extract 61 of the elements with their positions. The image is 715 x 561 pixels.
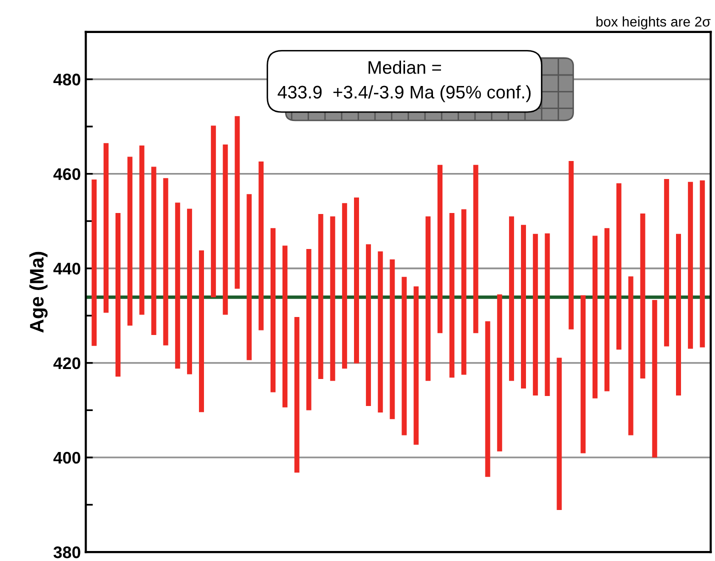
bar	[449, 213, 454, 378]
bar	[532, 234, 538, 396]
text: box heights are 2σ	[596, 16, 711, 30]
bar	[210, 126, 216, 298]
y-tick-label: 440	[53, 262, 80, 275]
bar	[437, 164, 442, 334]
bar	[330, 216, 336, 381]
bar	[234, 116, 240, 289]
bar	[580, 295, 586, 454]
bar	[520, 224, 526, 388]
bar	[222, 144, 228, 315]
bar	[390, 259, 395, 420]
bar	[354, 197, 360, 364]
bar	[604, 228, 610, 392]
bar	[139, 145, 144, 315]
y-tick-label: 480	[53, 74, 80, 86]
bar	[270, 228, 276, 392]
bar	[568, 161, 574, 330]
bar	[640, 214, 646, 379]
bar	[616, 183, 622, 350]
y-tick-label: 460	[53, 168, 80, 180]
bar	[294, 317, 300, 473]
bar	[282, 246, 288, 408]
bar	[378, 251, 383, 413]
bar	[318, 214, 324, 379]
bar	[509, 216, 514, 381]
bar	[402, 276, 407, 436]
bar	[187, 208, 192, 374]
bar	[163, 178, 168, 346]
bar	[485, 321, 490, 477]
bar	[473, 164, 478, 334]
bar	[628, 276, 634, 436]
bar	[366, 244, 371, 406]
bar	[258, 162, 264, 330]
y-axis-title: Age (Ma)	[29, 252, 48, 333]
bar	[115, 213, 121, 377]
bar	[556, 358, 562, 510]
bar	[544, 233, 550, 396]
bar	[92, 179, 97, 346]
y-tick-label: 420	[53, 357, 80, 370]
bar	[104, 143, 109, 313]
y-tick-label: 400	[53, 452, 80, 464]
bar	[198, 250, 204, 412]
bar	[175, 202, 180, 369]
bar	[652, 300, 658, 458]
bar	[497, 294, 502, 452]
bar	[676, 234, 682, 396]
bar	[700, 180, 705, 348]
bar	[461, 209, 466, 375]
bar	[414, 286, 419, 445]
bar	[664, 179, 670, 346]
bar	[246, 194, 252, 360]
bar	[151, 166, 156, 336]
y-tick-label: 380	[54, 546, 80, 558]
bar	[306, 248, 312, 410]
bar	[342, 203, 348, 369]
bar	[592, 236, 598, 398]
bar	[688, 182, 693, 349]
bar	[127, 156, 132, 326]
bar	[426, 216, 431, 381]
annotation: Median = 433.9 +3.4/-3.9 Ma (95% conf.)	[278, 60, 531, 102]
